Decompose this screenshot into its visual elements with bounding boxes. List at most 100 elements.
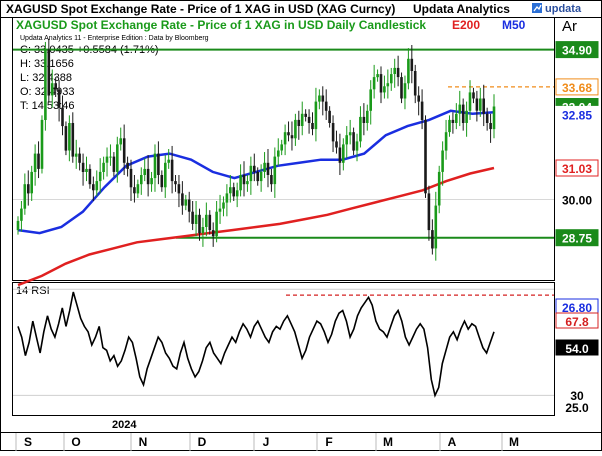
candle-body [164, 162, 167, 188]
candle-body [492, 106, 496, 130]
price-label-34-90-box [555, 41, 599, 59]
candle-body [174, 181, 177, 185]
candle-body [376, 74, 379, 78]
candle-body [335, 141, 338, 148]
open-value: O: 32.4933 [20, 86, 74, 98]
candle-body [277, 150, 280, 157]
candle-body [400, 77, 403, 99]
month-label-m: M [383, 435, 393, 449]
candle-body [342, 144, 345, 163]
candle-body [122, 138, 126, 163]
chart-marks: 34.9033.6833.0432.8531.0330.0028.7526.80… [13, 38, 599, 451]
price-panel-border [12, 17, 555, 281]
candle-body [263, 162, 266, 172]
candle-body [181, 193, 184, 206]
candle-body [170, 159, 174, 182]
candle-body [167, 159, 170, 163]
candle-body [201, 227, 205, 234]
candle-body [393, 67, 396, 74]
high-value: H: 33.1656 [20, 58, 74, 70]
chart-subtitle: XAGUSD Spot Exchange Rate - Price of 1 X… [16, 18, 426, 32]
candle-body [54, 83, 57, 90]
price-label-31-03-box [555, 159, 599, 177]
rsi-title: 14 RSI [16, 285, 50, 297]
candle-body [424, 119, 427, 194]
candle-body [338, 147, 342, 163]
candle-body [136, 184, 140, 194]
candle-body [444, 132, 448, 151]
candle-body [300, 113, 304, 126]
candle-body [287, 132, 290, 136]
candle-body [215, 211, 218, 237]
rsi-label-67-8-box [555, 312, 599, 329]
candle-body [95, 181, 99, 191]
candle-body [297, 119, 301, 126]
candle-body [225, 193, 229, 203]
candle-body [208, 214, 212, 231]
candle-body [126, 162, 129, 169]
candle-body [318, 95, 321, 102]
candle-body [102, 162, 105, 172]
axis-corner-label: Ar [562, 18, 577, 35]
brand-name: Updata Analytics [413, 2, 510, 16]
chart-title: XAGUSD Spot Exchange Rate - Price of 1 X… [6, 2, 395, 16]
candle-body [407, 58, 410, 84]
candle-body [98, 171, 102, 182]
candle-body [109, 156, 112, 158]
time-value: T: 14:53:46 [20, 100, 74, 112]
candle-body [283, 132, 287, 145]
candle-body [324, 101, 328, 111]
legend-e200: E200 [452, 18, 480, 32]
candle-body [482, 98, 485, 114]
candle-body [78, 153, 81, 163]
rsi-label-26-80: 26.80 [562, 301, 592, 315]
candle-body [280, 144, 283, 151]
candle-body [88, 168, 92, 185]
candle-body [379, 74, 383, 93]
candle-body [328, 110, 331, 123]
candle-body [259, 171, 263, 182]
candle-body [194, 214, 198, 224]
candle-body [40, 119, 44, 169]
candle-body [187, 199, 191, 212]
logo-text: updata [545, 3, 582, 15]
candle-body [479, 98, 482, 111]
price-label-28-75-box [555, 229, 599, 247]
candle-body [23, 184, 27, 209]
candle-body [441, 150, 444, 172]
candle-body [71, 123, 75, 157]
candle-body [177, 184, 181, 194]
candle-body [57, 89, 61, 108]
candle-body [74, 153, 78, 157]
candle-body [85, 168, 88, 172]
candle-body [211, 230, 215, 237]
price-label-33-68-box [555, 78, 599, 96]
candle-body [116, 144, 119, 172]
candle-body [205, 214, 208, 227]
candle-body [266, 162, 270, 175]
candle-body [105, 156, 109, 163]
candle-body [355, 141, 359, 151]
candle-body [468, 92, 472, 111]
candle-body [47, 49, 51, 96]
candle-body [253, 165, 256, 172]
candle-body [153, 153, 157, 179]
candle-body [242, 175, 246, 185]
candle-body [140, 175, 143, 185]
candle-body [256, 171, 259, 182]
candle-body [30, 171, 33, 194]
candle-body [345, 135, 348, 145]
candle-body [294, 119, 297, 139]
candle-body [437, 171, 441, 206]
candle-body [37, 153, 40, 169]
candle-body [229, 187, 232, 194]
rsi-label-25-0: 25.0 [565, 401, 589, 415]
candle-body [33, 153, 37, 172]
candle-body [20, 208, 23, 221]
updata-logo: updata [532, 3, 582, 15]
candle-body [146, 168, 150, 185]
candle-body [307, 116, 311, 123]
e200-line [17, 166, 495, 287]
